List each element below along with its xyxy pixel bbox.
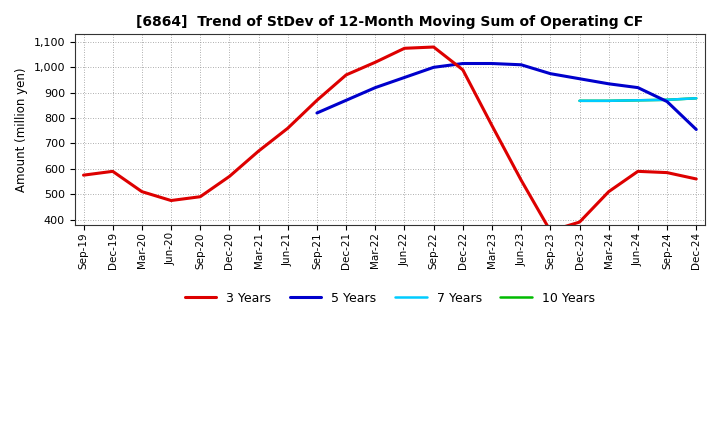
5 Years bbox=[517, 62, 526, 67]
5 Years bbox=[546, 71, 554, 76]
5 Years bbox=[429, 65, 438, 70]
7 Years bbox=[634, 98, 642, 103]
Line: 7 Years: 7 Years bbox=[580, 98, 696, 101]
5 Years bbox=[692, 127, 701, 132]
3 Years bbox=[284, 125, 292, 131]
3 Years bbox=[634, 169, 642, 174]
5 Years bbox=[634, 85, 642, 90]
5 Years bbox=[604, 81, 613, 86]
3 Years bbox=[692, 176, 701, 182]
Legend: 3 Years, 5 Years, 7 Years, 10 Years: 3 Years, 5 Years, 7 Years, 10 Years bbox=[180, 287, 600, 310]
3 Years bbox=[342, 72, 351, 77]
Title: [6864]  Trend of StDev of 12-Month Moving Sum of Operating CF: [6864] Trend of StDev of 12-Month Moving… bbox=[136, 15, 644, 29]
5 Years bbox=[575, 76, 584, 81]
5 Years bbox=[662, 99, 671, 104]
3 Years bbox=[225, 174, 234, 179]
7 Years bbox=[692, 95, 701, 101]
7 Years bbox=[575, 98, 584, 103]
5 Years bbox=[400, 75, 409, 80]
3 Years bbox=[109, 169, 117, 174]
Line: 10 Years: 10 Years bbox=[580, 98, 696, 101]
Line: 5 Years: 5 Years bbox=[317, 63, 696, 129]
5 Years bbox=[459, 61, 467, 66]
3 Years bbox=[487, 123, 496, 128]
3 Years bbox=[459, 67, 467, 73]
3 Years bbox=[400, 46, 409, 51]
3 Years bbox=[575, 220, 584, 225]
3 Years bbox=[138, 189, 146, 194]
7 Years bbox=[662, 97, 671, 103]
3 Years bbox=[79, 172, 88, 178]
3 Years bbox=[371, 59, 379, 65]
5 Years bbox=[312, 110, 321, 116]
3 Years bbox=[546, 228, 554, 234]
10 Years bbox=[604, 98, 613, 103]
10 Years bbox=[634, 98, 642, 103]
3 Years bbox=[429, 44, 438, 50]
3 Years bbox=[196, 194, 204, 199]
3 Years bbox=[517, 178, 526, 183]
10 Years bbox=[662, 97, 671, 103]
10 Years bbox=[575, 98, 584, 103]
10 Years bbox=[692, 95, 701, 101]
7 Years bbox=[604, 98, 613, 103]
5 Years bbox=[342, 98, 351, 103]
3 Years bbox=[312, 98, 321, 103]
5 Years bbox=[371, 85, 379, 90]
Y-axis label: Amount (million yen): Amount (million yen) bbox=[15, 67, 28, 192]
Line: 3 Years: 3 Years bbox=[84, 47, 696, 231]
5 Years bbox=[487, 61, 496, 66]
3 Years bbox=[604, 189, 613, 194]
3 Years bbox=[254, 148, 263, 154]
3 Years bbox=[167, 198, 176, 203]
3 Years bbox=[662, 170, 671, 175]
